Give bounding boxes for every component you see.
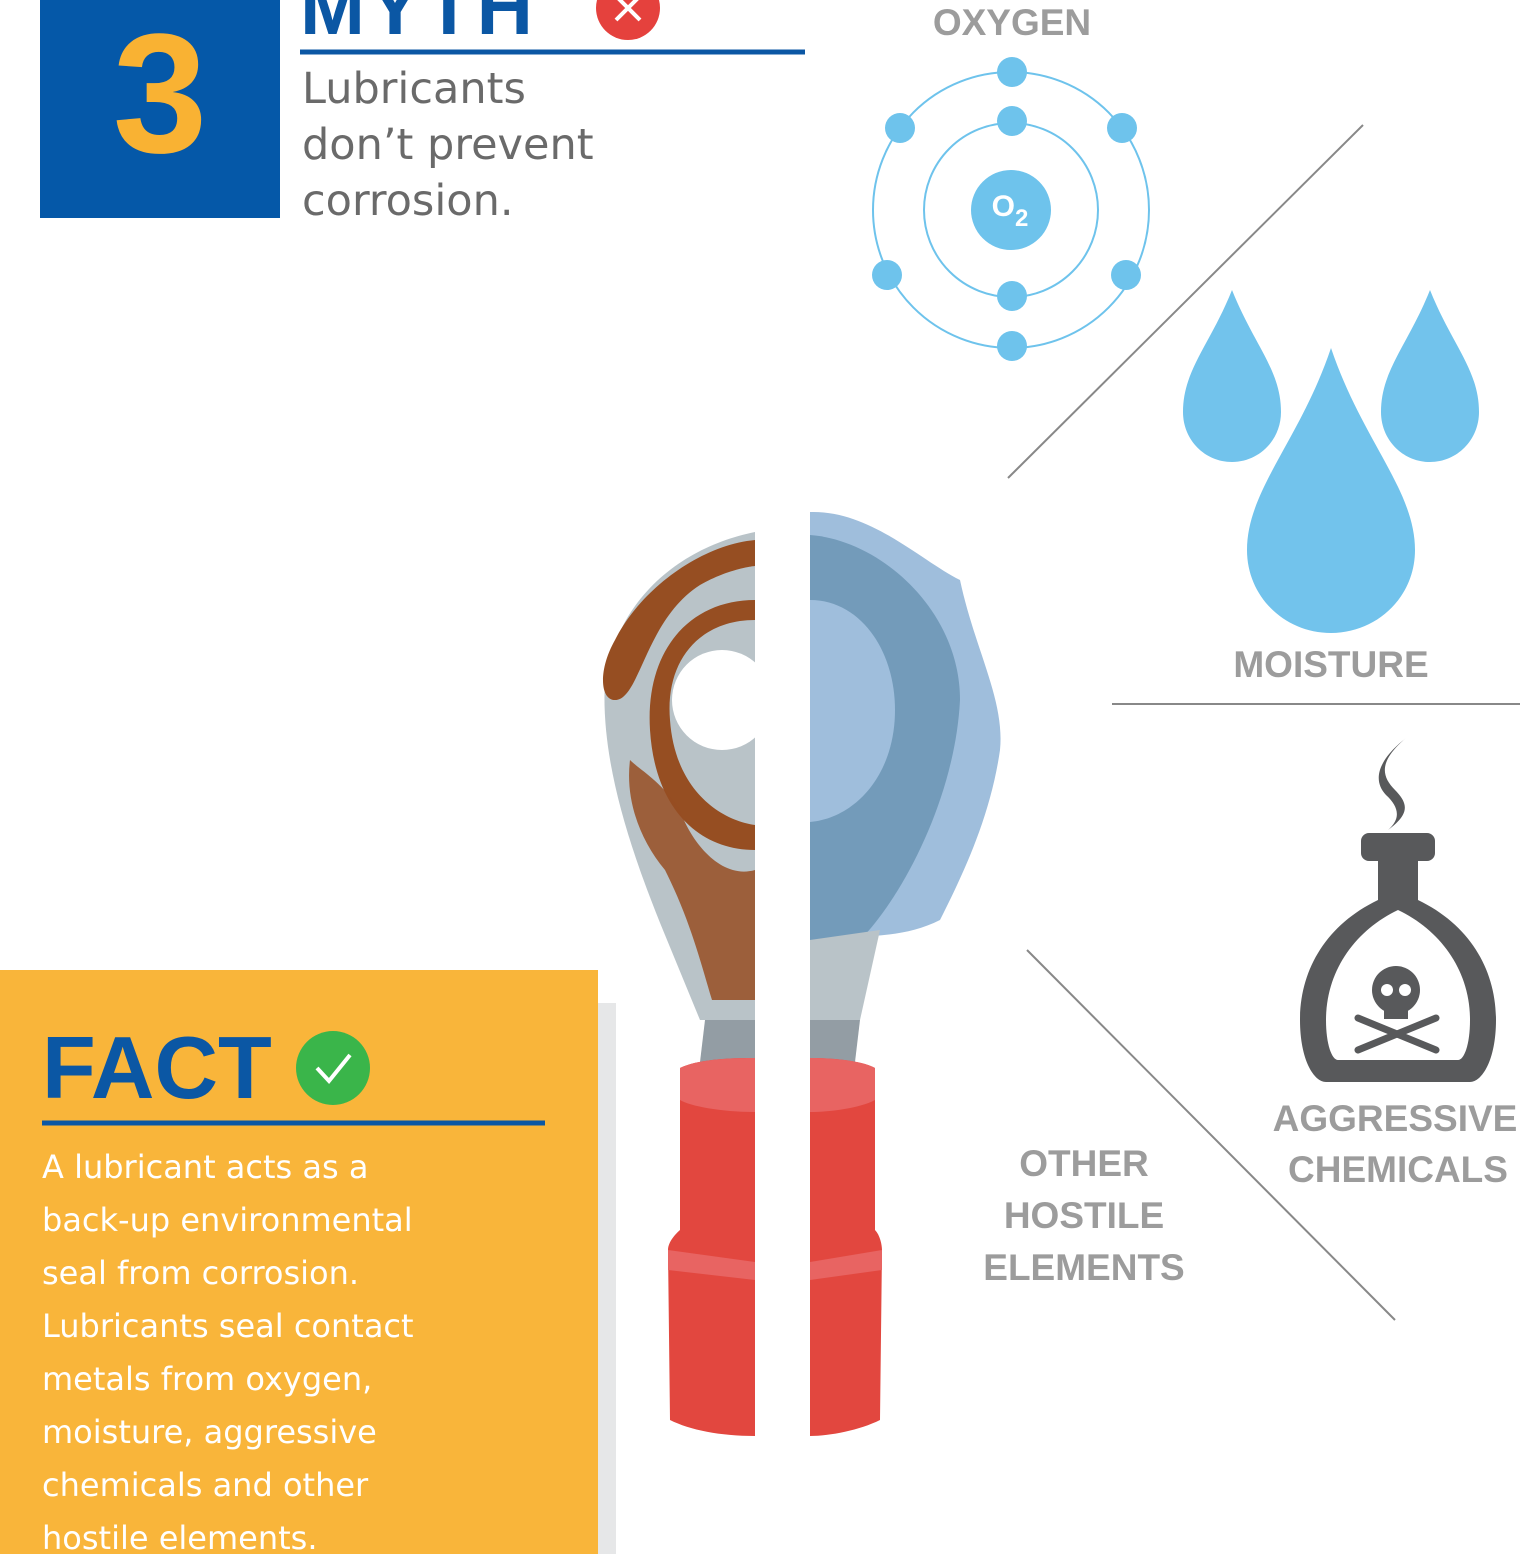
fact-text: chemicals and other xyxy=(42,1466,369,1504)
infographic: 3 MYTH Lubricants don’t prevent corrosio… xyxy=(0,0,1520,1554)
fact-text: back-up environmental xyxy=(42,1201,413,1239)
myth-number: 3 xyxy=(113,0,208,189)
fact-text: seal from corrosion. xyxy=(42,1254,359,1292)
fact-text: A lubricant acts as a xyxy=(42,1148,368,1186)
symbol: O xyxy=(992,190,1015,223)
myth-text: Lubricants xyxy=(302,64,526,114)
other-label: OTHER xyxy=(1019,1143,1149,1184)
water-drops xyxy=(1183,290,1479,633)
moisture-label: MOISTURE xyxy=(1233,644,1428,685)
fact-heading: FACT xyxy=(42,1018,272,1117)
x-icon xyxy=(596,0,660,40)
subscript: 2 xyxy=(1015,205,1028,232)
poison-flask xyxy=(1300,738,1496,1082)
terminal-illustration xyxy=(603,512,1001,1436)
fact-text: Lubricants seal contact xyxy=(42,1307,414,1345)
other-label: HOSTILE xyxy=(1004,1195,1164,1236)
myth-text: don’t prevent xyxy=(302,120,594,170)
check-icon xyxy=(296,1031,370,1105)
chemicals-label: CHEMICALS xyxy=(1288,1149,1508,1190)
fact-text: metals from oxygen, xyxy=(42,1360,372,1398)
fact-text: hostile elements. xyxy=(42,1519,318,1554)
myth-text: corrosion. xyxy=(302,176,514,226)
myth-heading: MYTH xyxy=(300,0,537,51)
box-shadow xyxy=(598,1003,616,1554)
other-label: ELEMENTS xyxy=(983,1247,1184,1288)
fact-text: moisture, aggressive xyxy=(42,1413,377,1451)
chemicals-label: AGGRESSIVE xyxy=(1273,1098,1518,1139)
oxygen-label: OXYGEN xyxy=(933,2,1091,43)
